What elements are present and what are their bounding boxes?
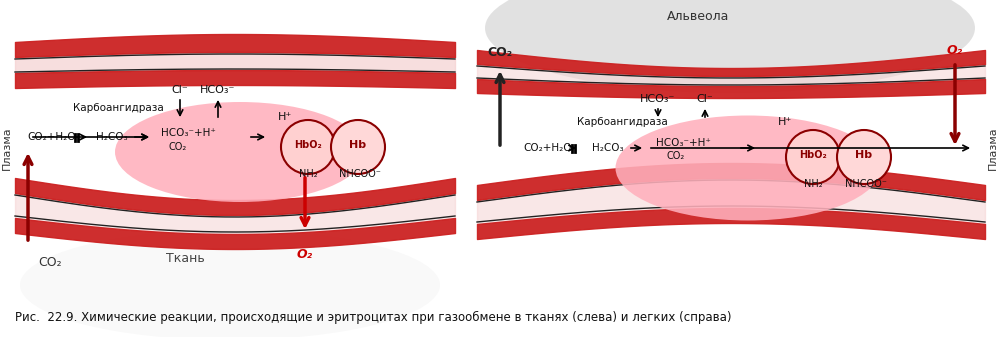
Text: O₂: O₂ [297, 248, 313, 262]
Text: Плазма: Плазма [2, 126, 12, 170]
Text: CO₂: CO₂ [487, 47, 513, 60]
Circle shape [837, 130, 891, 184]
Text: Рис.  22.9. Химические реакции, происходящие и эритроцитах при газообмене в ткан: Рис. 22.9. Химические реакции, происходя… [15, 311, 732, 324]
Text: CO₂: CO₂ [169, 142, 187, 152]
Ellipse shape [616, 116, 881, 220]
Text: H₂CO₃: H₂CO₃ [96, 132, 128, 142]
Text: CO₂+H₂O: CO₂+H₂O [28, 132, 76, 142]
Text: Карбоангидраза: Карбоангидраза [577, 117, 667, 127]
Ellipse shape [115, 102, 365, 202]
Text: HCO₃⁻: HCO₃⁻ [640, 94, 676, 104]
Text: NH₂: NH₂ [299, 169, 317, 179]
Text: CO₂+H₂O: CO₂+H₂O [524, 143, 572, 153]
Text: NHCOO⁻: NHCOO⁻ [845, 179, 887, 189]
Text: NH₂: NH₂ [804, 179, 822, 189]
Text: Карбоангидраза: Карбоангидраза [73, 103, 163, 113]
Circle shape [281, 120, 335, 174]
Text: Cl⁻: Cl⁻ [697, 94, 713, 104]
Text: Hb: Hb [349, 140, 367, 150]
Text: CO₂: CO₂ [667, 151, 685, 161]
Text: HbO₂: HbO₂ [799, 150, 827, 160]
Text: Cl⁻: Cl⁻ [172, 85, 188, 95]
Ellipse shape [485, 0, 975, 93]
Text: O₂: O₂ [947, 43, 963, 57]
Text: H⁺: H⁺ [778, 117, 792, 127]
Text: Ткань: Ткань [166, 251, 204, 265]
Circle shape [786, 130, 840, 184]
Text: CO₂: CO₂ [38, 255, 62, 269]
Text: NHCOO⁻: NHCOO⁻ [339, 169, 381, 179]
Text: Плазма: Плазма [988, 126, 998, 170]
Text: HCO₃⁻+H⁺: HCO₃⁻+H⁺ [161, 128, 215, 138]
Text: H₂CO₃: H₂CO₃ [592, 143, 624, 153]
Ellipse shape [20, 230, 440, 337]
Text: Альвеола: Альвеола [667, 9, 729, 23]
Text: HCO₃⁻+H⁺: HCO₃⁻+H⁺ [656, 138, 710, 148]
Text: HCO₃⁻: HCO₃⁻ [200, 85, 236, 95]
Circle shape [331, 120, 385, 174]
Text: H⁺: H⁺ [278, 112, 292, 122]
Text: HbO₂: HbO₂ [294, 140, 322, 150]
Text: Hb: Hb [855, 150, 873, 160]
